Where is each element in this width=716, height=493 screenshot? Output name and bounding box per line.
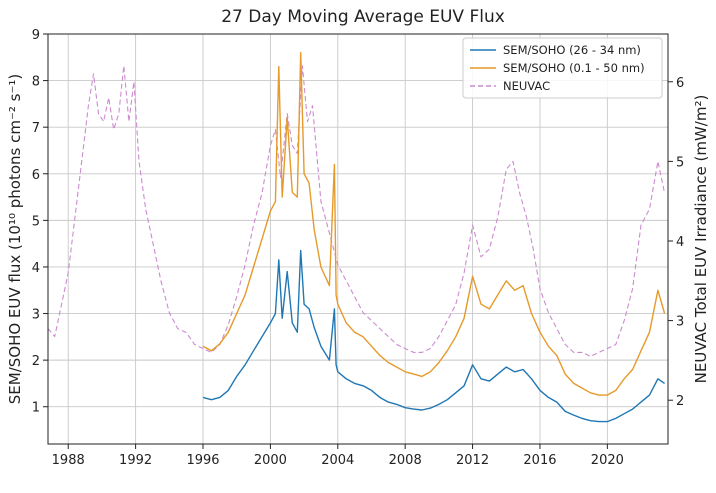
y-left-tick-label: 5: [32, 214, 40, 229]
x-tick-label: 1996: [186, 453, 219, 468]
legend-label: SEM/SOHO (0.1 - 50 nm): [503, 61, 645, 75]
legend-label: SEM/SOHO (26 - 34 nm): [503, 43, 641, 57]
y-right-axis-ticks: 2 3 4 5 6: [668, 76, 684, 409]
series-line-sem-soho-0-1-50-nm: [202, 51, 666, 396]
series-line-neuvac: [47, 65, 666, 357]
y-right-tick-label: 4: [676, 235, 684, 250]
y-left-tick-label: 3: [32, 308, 40, 323]
x-tick-label: 2020: [591, 453, 624, 468]
y-right-tick-label: 5: [676, 155, 684, 170]
y-left-tick-label: 4: [32, 261, 40, 276]
y-left-tick-label: 6: [32, 168, 40, 183]
legend: SEM/SOHO (26 - 34 nm) SEM/SOHO (0.1 - 50 …: [462, 37, 663, 99]
y-right-tick-label: 2: [676, 394, 684, 409]
x-tick-label: 2008: [389, 453, 422, 468]
series-lines: [47, 51, 666, 423]
legend-box: [462, 37, 663, 99]
y-right-tick-label: 6: [676, 76, 684, 91]
plot-frame: [47, 33, 669, 445]
series-line-sem-soho-26-34-nm: [202, 249, 665, 423]
y-right-tick-label: 3: [676, 315, 684, 330]
y-left-axis-label: SEM/SOHO EUV flux (10¹⁰ photons cm⁻² s⁻¹…: [6, 74, 24, 405]
y-left-tick-label: 1: [32, 401, 40, 416]
x-tick-label: 2016: [523, 453, 556, 468]
y-left-tick-label: 9: [32, 28, 40, 43]
x-tick-label: 1988: [52, 453, 85, 468]
y-left-axis-ticks: 1 2 3 4 5 6 7 8 9: [32, 28, 48, 416]
chart-title: 27 Day Moving Average EUV Flux: [221, 7, 505, 27]
y-right-axis-label: NEUVAC Total EUV Irradiance (mW/m²): [692, 95, 710, 384]
x-tick-label: 2000: [254, 453, 287, 468]
x-axis-ticks: 1988 1992 1996 2000 2004 2008 2012 2016 2020: [52, 444, 624, 468]
y-left-tick-label: 2: [32, 354, 40, 369]
x-tick-label: 2012: [456, 453, 489, 468]
y-left-tick-label: 7: [32, 121, 40, 136]
legend-label: NEUVAC: [503, 79, 550, 93]
x-tick-label: 2004: [321, 453, 354, 468]
y-left-tick-label: 8: [32, 75, 40, 90]
x-tick-label: 1992: [119, 453, 152, 468]
